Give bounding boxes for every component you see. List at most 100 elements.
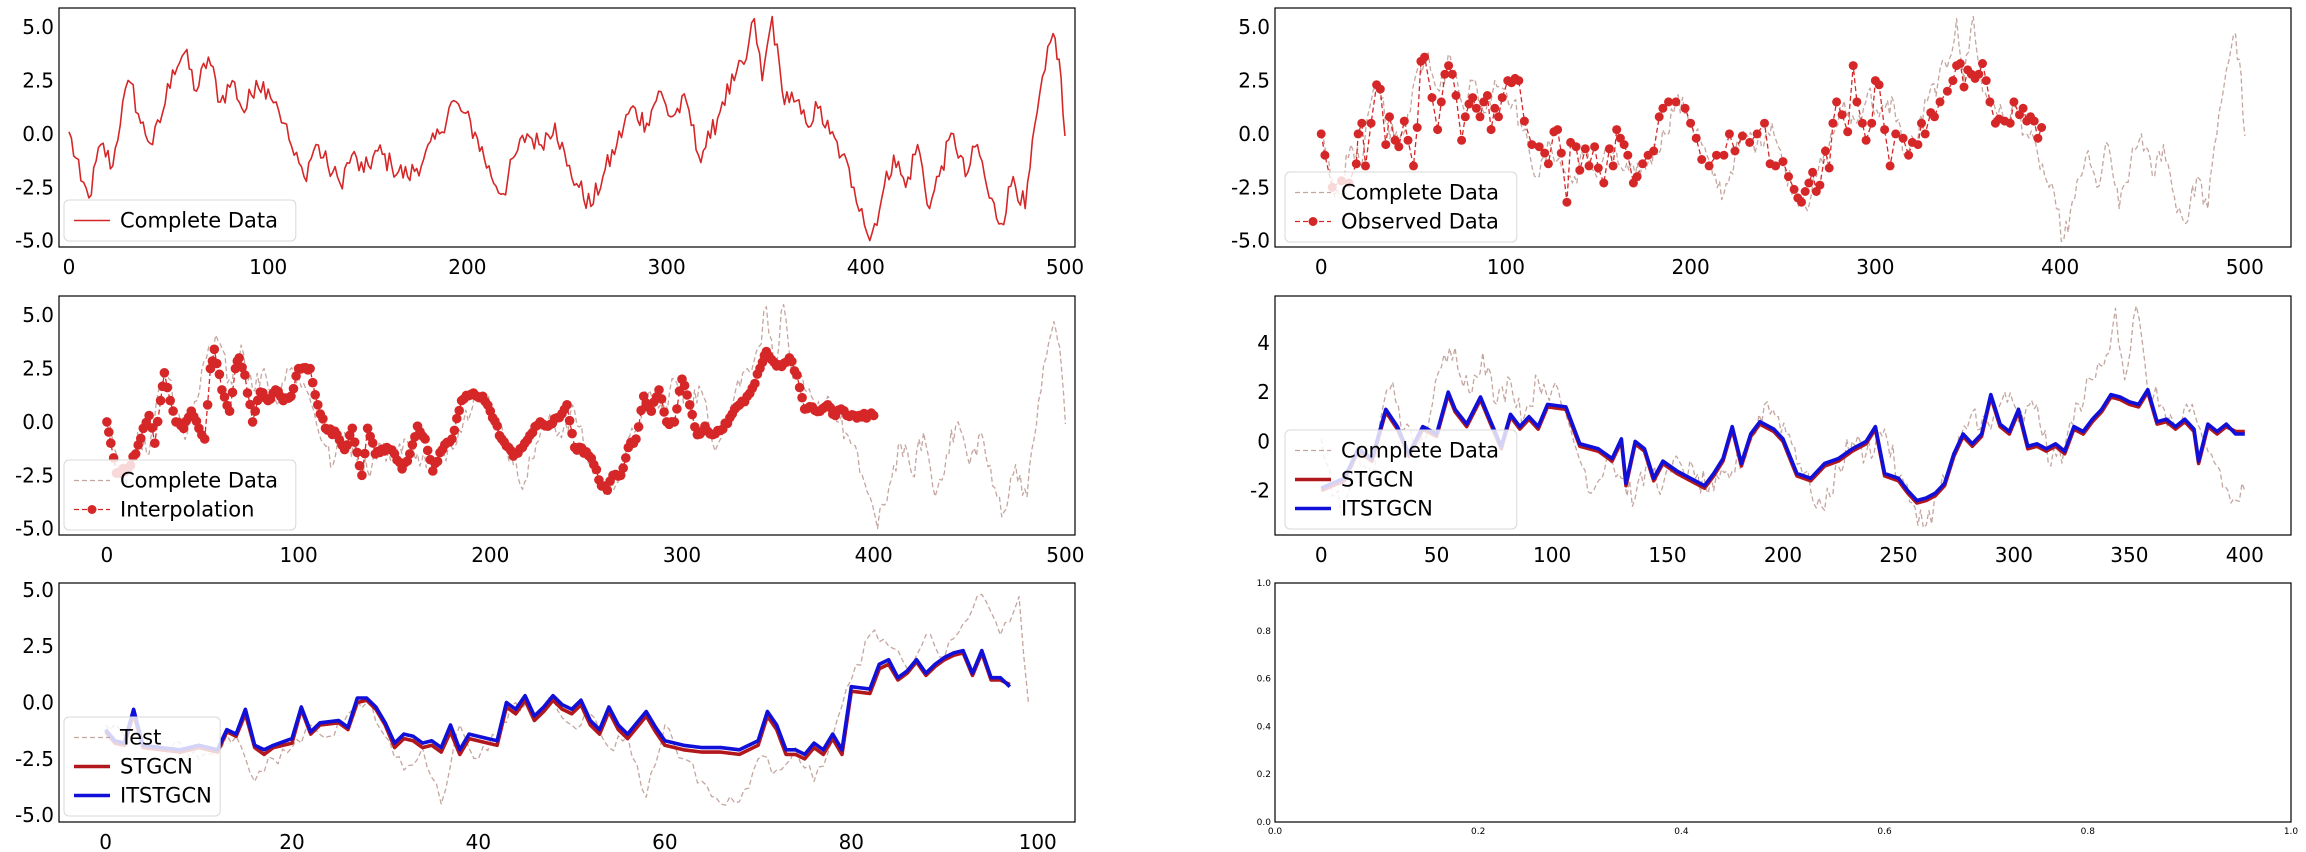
data-point bbox=[1556, 148, 1566, 158]
data-point bbox=[2009, 97, 2019, 107]
data-point bbox=[240, 370, 250, 380]
y-tick-label: -2.5 bbox=[1231, 175, 1270, 199]
data-point bbox=[492, 421, 503, 431]
x-tick-label: 250 bbox=[1879, 543, 1917, 567]
data-point bbox=[205, 363, 216, 374]
subplot-1: 0 100 200 300 400 500 -5.0 -2.5 0.0 2.5 5.0 Complet… bbox=[15, 7, 1084, 279]
y-tick-label: 0.0 bbox=[22, 122, 54, 146]
legend-label: Complete Data bbox=[120, 469, 278, 493]
y-tick-label: 2.5 bbox=[1238, 69, 1270, 93]
data-point bbox=[150, 438, 160, 449]
y-tick-label: 0.4 bbox=[1257, 722, 1272, 732]
data-point bbox=[362, 423, 373, 434]
data-point bbox=[1671, 97, 1681, 107]
data-point bbox=[1857, 118, 1867, 128]
x-tick-label: 0.6 bbox=[1877, 827, 1892, 837]
data-point bbox=[354, 460, 365, 471]
y-tick-label: 5.0 bbox=[22, 15, 54, 39]
series-stgcn-line bbox=[104, 651, 1011, 761]
data-point bbox=[1691, 133, 1701, 143]
data-point bbox=[247, 417, 258, 427]
data-point bbox=[147, 423, 157, 433]
y-tick-label: 0.0 bbox=[22, 691, 54, 715]
x-tick-label: 200 bbox=[1764, 543, 1802, 567]
legend-label: Test bbox=[119, 726, 161, 750]
data-point bbox=[1590, 142, 1600, 152]
data-point bbox=[237, 362, 247, 373]
data-point bbox=[659, 407, 669, 417]
x-tick-label: 200 bbox=[1672, 255, 1710, 279]
data-point bbox=[1843, 127, 1853, 137]
data-point bbox=[1527, 140, 1537, 150]
y-tick-label: 1.0 bbox=[1257, 579, 1272, 589]
x-tick-label: 60 bbox=[652, 830, 677, 852]
data-point bbox=[787, 356, 797, 367]
data-point bbox=[646, 406, 657, 417]
data-point bbox=[447, 434, 457, 444]
data-point bbox=[307, 377, 318, 388]
y-tick-label: -2.5 bbox=[15, 175, 54, 199]
legend-marker bbox=[87, 505, 97, 514]
data-point bbox=[159, 368, 170, 378]
axes-frame bbox=[1274, 7, 2292, 248]
data-point bbox=[224, 406, 235, 417]
data-point bbox=[1730, 146, 1740, 156]
series-itstgcn-line bbox=[104, 648, 1012, 757]
data-point bbox=[402, 456, 413, 466]
data-point bbox=[162, 382, 173, 393]
data-point bbox=[1436, 97, 1446, 107]
data-point bbox=[1981, 76, 1991, 86]
y-tick-label: 0.8 bbox=[1257, 627, 1272, 637]
data-point bbox=[1800, 187, 1810, 196]
data-point bbox=[1623, 150, 1633, 160]
data-point bbox=[1584, 161, 1594, 171]
data-point bbox=[165, 395, 175, 406]
data-point bbox=[1571, 142, 1581, 152]
data-point bbox=[1460, 112, 1470, 122]
x-tick-label: 0 bbox=[1315, 255, 1328, 279]
axes-frame bbox=[58, 7, 1076, 248]
data-point bbox=[360, 448, 370, 459]
data-point bbox=[347, 423, 358, 434]
data-point bbox=[1874, 80, 1884, 90]
data-point bbox=[454, 405, 465, 416]
data-point bbox=[144, 410, 154, 421]
data-point bbox=[1366, 118, 1376, 128]
data-point bbox=[1403, 135, 1413, 145]
data-point bbox=[1815, 180, 1825, 190]
data-point bbox=[567, 428, 577, 439]
data-point bbox=[286, 391, 296, 402]
data-point bbox=[349, 437, 360, 448]
data-point bbox=[1784, 172, 1793, 182]
data-point bbox=[615, 470, 626, 481]
data-point bbox=[288, 383, 299, 394]
legend-label: Complete Data bbox=[1341, 181, 1499, 205]
data-point bbox=[202, 400, 213, 410]
data-point bbox=[1654, 112, 1664, 122]
data-point bbox=[449, 425, 460, 436]
data-point bbox=[1381, 140, 1391, 150]
data-point bbox=[209, 344, 220, 355]
data-point bbox=[1828, 118, 1838, 128]
data-point bbox=[1447, 69, 1457, 79]
data-point bbox=[636, 405, 646, 416]
data-point bbox=[682, 390, 692, 400]
data-point bbox=[130, 449, 141, 459]
data-point bbox=[1904, 150, 1914, 160]
data-point bbox=[250, 406, 260, 417]
data-point bbox=[152, 416, 163, 427]
data-point bbox=[1562, 197, 1572, 207]
data-point bbox=[1593, 163, 1603, 173]
x-tick-label: 100 bbox=[249, 255, 287, 279]
x-tick-label: 400 bbox=[2226, 543, 2264, 567]
data-point bbox=[1399, 116, 1409, 126]
x-tick-label: 0.8 bbox=[2081, 827, 2096, 837]
data-point bbox=[1427, 93, 1437, 103]
data-point bbox=[1808, 167, 1818, 177]
y-tick-label: -2.5 bbox=[15, 747, 54, 771]
y-tick-label: -5.0 bbox=[15, 229, 54, 253]
legend: Complete Data STGCN ITSTGCN bbox=[1284, 429, 1518, 530]
data-point bbox=[1494, 112, 1503, 122]
x-tick-label: 0.4 bbox=[1674, 827, 1689, 837]
